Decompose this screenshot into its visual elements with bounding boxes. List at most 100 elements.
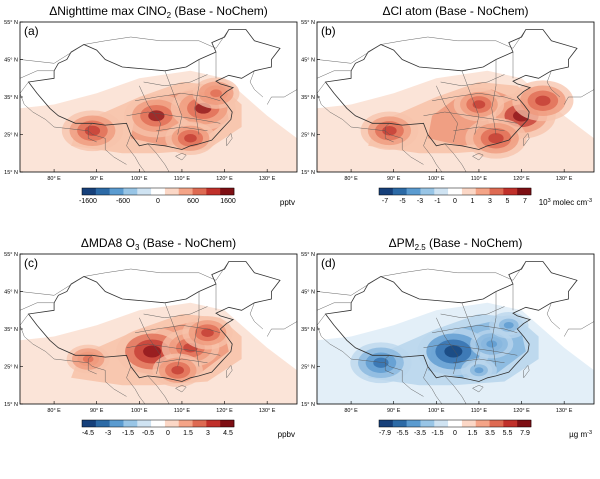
province-line [432,325,518,334]
province-line [139,317,161,375]
map-area [20,254,297,404]
colorbar-swatch [406,188,421,195]
province-line [87,355,97,375]
province-line [164,70,183,135]
colorbar-swatch [123,188,138,195]
province-line [523,132,530,146]
province-line [317,70,352,79]
colorbar-tick: 5 [506,198,510,205]
lat-label: 15° N [4,170,18,176]
colorbar-swatch [489,420,504,427]
colorbar-frame [81,187,235,196]
colorbar-swatch [109,188,124,195]
province-line [226,364,233,378]
colorbar-swatch [434,188,449,195]
province-line [317,302,352,311]
lon-label: 80° E [47,408,61,414]
province-line [126,111,221,124]
china-border [324,29,578,150]
province-line [249,70,264,98]
colorbar-tick: -1600 [79,198,97,205]
colorbar-swatch [82,420,97,427]
lat-label: 45° N [301,290,315,296]
colorbar-tick: 7.9 [520,430,530,437]
colorbar-tick: -7.9 [379,430,391,437]
hotspot [382,125,397,136]
hotspot [472,100,486,109]
province-line [249,302,264,330]
hotspot [201,328,214,337]
colorbar-swatch [379,188,394,195]
hotspot [148,110,165,122]
lon-label: 80° E [344,176,358,182]
colorbar-unit: µg m-3 [569,430,592,439]
province-line [135,325,221,334]
panel-label: (b) [321,24,336,38]
panel-b: ΔCl atom (Base - NoChem) (b) 55° N 45° N 35°… [301,4,595,207]
colorbar: -1600 -600 0 600 1600 [79,187,236,205]
lon-label: 90° E [387,176,401,182]
colorbar-tick: -7 [382,198,388,205]
lon-label: 110° E [174,408,190,414]
province-line [453,358,505,364]
lon-label: 120° E [216,408,233,414]
province-line [491,59,497,135]
province-line [226,132,233,146]
colorbar-unit: pptv [280,198,295,207]
province-line [472,385,484,393]
colorbar-tick: -0.5 [142,430,154,437]
colorbar-tick: -3 [105,430,111,437]
lon-label: 90° E [90,176,104,182]
province-line [444,143,467,172]
china-border [27,29,281,150]
colorbar-unit: ppbv [278,430,295,439]
province-line [564,321,594,337]
province-line [317,29,526,64]
colorbar-swatch [123,420,138,427]
colorbar-swatch [82,188,97,195]
lat-label: 25° N [301,365,315,371]
map-area [317,22,594,172]
hotspot [171,366,184,375]
colorbar-frame [378,187,532,196]
lat-label: 15° N [301,170,315,176]
colorbar-tick: 0 [156,198,160,205]
colorbar-swatch [151,420,166,427]
lat-label: 45° N [4,58,18,64]
china-border [324,261,578,382]
colorbar-swatch [392,188,407,195]
colorbar-swatch [137,420,152,427]
colorbar-swatch [206,188,221,195]
colorbar-frame [81,419,235,428]
colorbar-tick: 3 [206,430,210,437]
colorbar-tick: -1.5 [431,430,443,437]
panel-label: (d) [321,256,336,270]
province-line [317,313,424,397]
colorbar-swatch [475,188,490,195]
hotspot [84,125,101,136]
colorbar-swatch [503,420,518,427]
province-line [384,355,394,375]
lon-label: 130° E [259,176,276,182]
hotspot [486,340,498,348]
colorbar-unit: 103 molec cm-3 [539,198,592,207]
hotspot [143,345,162,358]
province-line [317,81,424,165]
lon-label: 120° E [216,176,233,182]
lat-label: 25° N [4,365,18,371]
lon-label: 130° E [259,408,276,414]
colorbar-tick: -600 [116,198,130,205]
colorbar-tick: -1 [434,198,440,205]
hotspot [184,134,197,143]
province-line [491,291,497,367]
province-line [164,302,183,367]
province-line [461,70,480,135]
colorbar-swatch [192,420,207,427]
lon-label: 90° E [90,408,104,414]
panel-d: ΔPM2.5 (Base - NoChem) (d) 55° N 45° N 35° N… [301,236,595,439]
colorbar-tick: 1.5 [183,430,193,437]
colorbar-swatch [95,420,110,427]
province-line [175,153,187,161]
panel-label: (c) [24,256,38,270]
